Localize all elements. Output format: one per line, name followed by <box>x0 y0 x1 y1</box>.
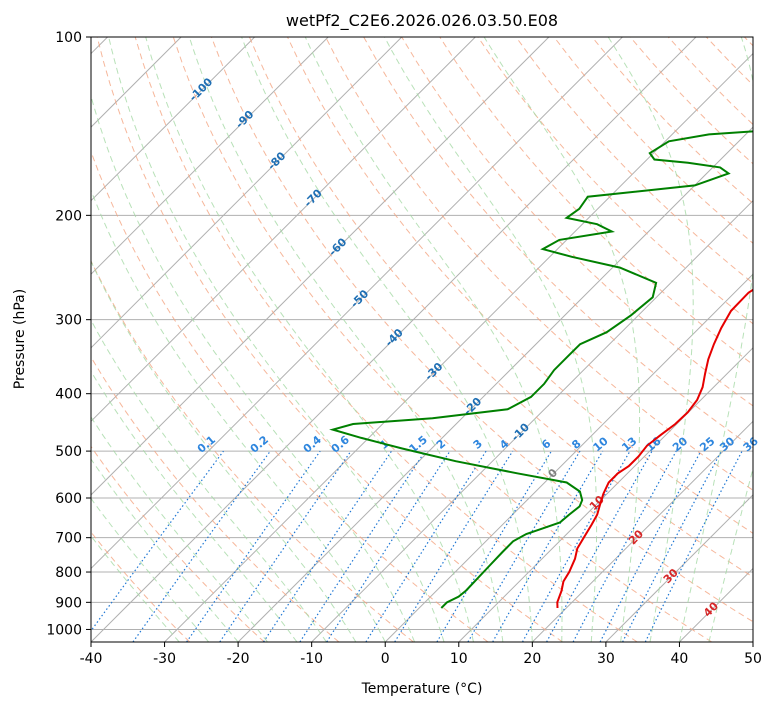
x-tick-label: -20 <box>227 651 250 667</box>
moist-adiabat-line <box>91 94 416 642</box>
mixing-ratio-line <box>546 450 653 642</box>
y-tick-label: 400 <box>55 387 82 403</box>
moist-adiabat-line <box>91 370 298 642</box>
moist-adiabat-line <box>91 497 210 642</box>
isotherm-line <box>91 37 329 275</box>
moist-adiabat-line <box>91 260 357 642</box>
y-tick-label: 200 <box>55 208 82 224</box>
moist-adiabat-line <box>708 466 753 642</box>
isotherm-line <box>91 37 623 570</box>
isotherm-line <box>237 126 753 642</box>
moist-adiabat-line <box>607 37 694 642</box>
mixing-ratio-line <box>299 450 426 642</box>
x-tick-label: 50 <box>744 651 762 667</box>
moist-adiabat-line <box>91 535 180 642</box>
y-tick-label: 100 <box>55 30 82 46</box>
mixing-ratio-line <box>644 450 743 642</box>
moist-adiabat-line <box>483 37 641 642</box>
y-tick-label: 900 <box>55 595 82 611</box>
moist-adiabat-line <box>384 37 598 642</box>
dry-adiabat-line <box>91 259 414 642</box>
temperature-profile-line <box>556 288 753 609</box>
isotherm-line <box>91 37 697 642</box>
dry-adiabat-line <box>96 37 563 642</box>
y-tick-label: 300 <box>55 313 82 329</box>
dry-adiabat-line <box>325 37 753 491</box>
moist-adiabat-line <box>145 37 474 642</box>
mixing-ratio-line <box>186 450 321 642</box>
dry-adiabat-line <box>134 37 638 642</box>
x-tick-label: -10 <box>300 651 323 667</box>
moist-adiabat-line <box>188 37 504 642</box>
mixing-ratio-line <box>572 450 677 642</box>
isotherm-line <box>384 273 753 642</box>
mixing-ratio-line <box>132 450 271 642</box>
isotherm-line <box>91 37 476 423</box>
isotherm-line <box>91 37 550 496</box>
y-tick-label: 700 <box>55 531 82 547</box>
mixing-ratio-line <box>262 450 392 642</box>
x-tick-label: 30 <box>597 651 615 667</box>
background-lines <box>91 37 753 642</box>
mixing-ratio-line <box>219 450 352 642</box>
moist-adiabat-line <box>304 37 563 642</box>
y-tick-label: 600 <box>55 491 82 507</box>
isotherm-line <box>164 52 753 642</box>
y-tick-label: 1000 <box>46 622 82 638</box>
x-tick-label: -40 <box>80 651 103 667</box>
x-tick-label: 0 <box>381 651 390 667</box>
dry-adiabat-line <box>287 37 753 534</box>
moist-adiabat-line <box>91 188 386 642</box>
dry-adiabat-line <box>210 37 753 623</box>
isotherm-line <box>531 420 753 642</box>
dry-adiabat-line <box>91 356 340 642</box>
isotherm-line <box>91 37 403 349</box>
dry-adiabat-line <box>91 445 265 642</box>
mixing-ratio-line <box>521 450 631 642</box>
dewpoint-profile-line <box>329 130 753 609</box>
moist-adiabat-line <box>91 319 327 642</box>
x-tick-label: -30 <box>153 651 176 667</box>
isotherm-line <box>91 37 256 202</box>
mixing-ratio-line <box>91 450 224 632</box>
plot-frame <box>90 36 754 643</box>
dry-adiabat-line <box>515 37 753 284</box>
x-axis-title: Temperature (°C) <box>361 681 483 697</box>
chart-title: wetPf2_C2E6.2026.026.03.50.E08 <box>286 11 558 31</box>
y-tick-label: 800 <box>55 565 82 581</box>
y-tick-label: 500 <box>55 444 82 460</box>
moist-adiabat-line <box>91 416 268 642</box>
x-tick-label: 40 <box>671 651 689 667</box>
moist-adiabat-line <box>108 37 445 642</box>
moist-adiabat-line <box>678 37 753 642</box>
x-tick-label: 20 <box>523 651 541 667</box>
moist-adiabat-line <box>241 37 533 642</box>
profile-lines <box>329 130 753 609</box>
y-axis-title: Pressure (hPa) <box>12 289 28 389</box>
isotherm-line <box>605 494 753 642</box>
mixing-ratio-line <box>394 450 514 642</box>
dry-adiabat-line <box>248 37 753 578</box>
mixing-ratio-line <box>326 450 451 642</box>
isotherm-line <box>458 347 753 642</box>
x-axis: -40 -30 -20 -10 0 10 20 30 40 50 <box>80 642 762 667</box>
y-axis: 100 200 300 400 500 600 700 800 900 1000 <box>46 30 91 638</box>
dry-adiabat-line <box>172 37 713 642</box>
moist-adiabat-line <box>91 458 239 642</box>
x-tick-label: 10 <box>450 651 468 667</box>
